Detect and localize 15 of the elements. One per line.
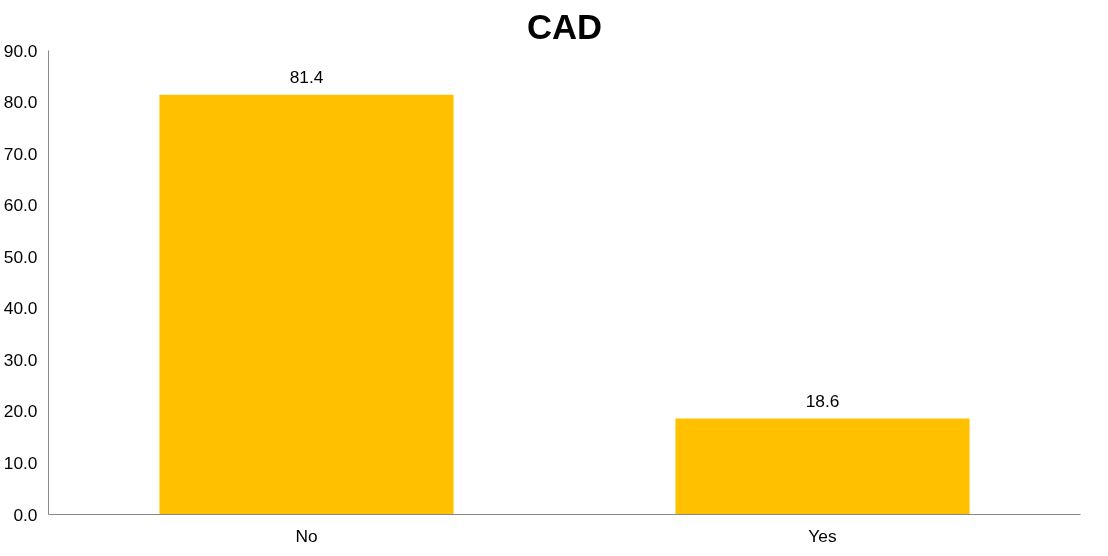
y-tick-label: 90.0 bbox=[3, 40, 38, 61]
y-tick-label: 50.0 bbox=[3, 246, 38, 267]
y-tick-label: 80.0 bbox=[3, 92, 38, 113]
y-tick-label: 30.0 bbox=[3, 349, 38, 370]
y-tick-label: 60.0 bbox=[3, 195, 38, 216]
x-tick-label: Yes bbox=[808, 525, 837, 546]
data-label: 18.6 bbox=[805, 390, 840, 411]
chart-title: CAD bbox=[526, 7, 603, 46]
x-tick-label: No bbox=[295, 525, 318, 546]
y-tick-label: 70.0 bbox=[3, 143, 38, 164]
y-tick-label: 40.0 bbox=[3, 298, 38, 319]
data-label: 81.4 bbox=[289, 66, 324, 87]
y-tick-label: 10.0 bbox=[3, 452, 38, 473]
y-tick-label: 0.0 bbox=[13, 504, 38, 525]
y-tick-label: 20.0 bbox=[3, 401, 38, 422]
